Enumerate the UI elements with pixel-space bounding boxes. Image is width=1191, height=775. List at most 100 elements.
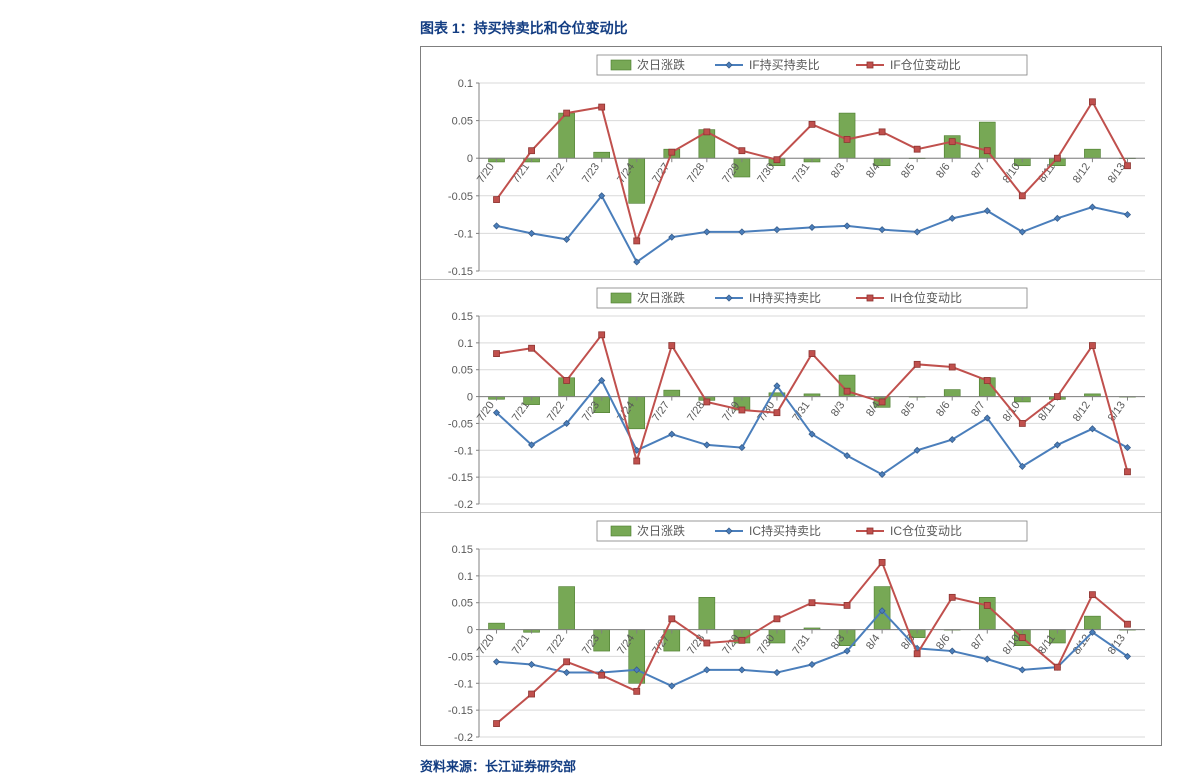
ytick-label: 0.05	[452, 598, 473, 610]
xtick-label: 7/31	[790, 632, 812, 656]
marker-red	[984, 377, 990, 383]
marker-red	[984, 602, 990, 608]
bar-IC	[1084, 616, 1100, 629]
xtick-label: 7/20	[475, 632, 497, 656]
legend-label-red: IH仓位变动比	[890, 290, 962, 305]
marker-red	[1054, 664, 1060, 670]
marker-blue	[1089, 204, 1095, 210]
marker-red	[844, 388, 850, 394]
marker-red	[809, 600, 815, 606]
marker-red	[879, 129, 885, 135]
ytick-label: 0.05	[452, 365, 473, 377]
panel-IH: -0.2-0.15-0.1-0.0500.050.10.157/207/217/…	[421, 279, 1161, 512]
marker-red	[634, 688, 640, 694]
ytick-label: 0	[467, 392, 473, 404]
xtick-label: 7/22	[545, 399, 567, 423]
marker-blue	[809, 661, 815, 667]
bar-IF	[839, 113, 855, 158]
figure-title: 图表 1：持买持卖比和仓位变动比	[420, 18, 1162, 38]
ytick-label: -0.1	[454, 445, 473, 457]
marker-red	[1089, 99, 1095, 105]
xtick-label: 7/28	[685, 161, 707, 185]
xtick-label: 7/21	[510, 632, 532, 656]
marker-blue	[1124, 212, 1130, 218]
ytick-label: 0.15	[452, 544, 473, 556]
ytick-label: 0.05	[452, 116, 473, 128]
marker-red	[634, 458, 640, 464]
figure-container: 图表 1：持买持卖比和仓位变动比 -0.15 -0.1 -0.05 0 0.05 0.1 7…	[420, 18, 1162, 775]
ytick-label: -0.1	[454, 678, 473, 690]
legend-label-red: IC仓位变动比	[890, 523, 962, 538]
marker-blue	[704, 667, 710, 673]
panel-IC: -0.2-0.15-0.1-0.0500.050.10.157/207/217/…	[421, 512, 1161, 745]
marker-blue	[739, 667, 745, 673]
xtick-label: 7/27	[650, 161, 672, 185]
bar-IC	[489, 623, 505, 629]
legend-swatch-bar	[611, 293, 631, 303]
xtick-label: 7/23	[580, 161, 602, 185]
marker-red	[1019, 635, 1025, 641]
marker-red	[844, 136, 850, 142]
legend-label-bar: 次日涨跌	[637, 523, 685, 538]
marker-red	[1019, 420, 1025, 426]
marker-blue	[809, 224, 815, 230]
marker-blue	[984, 656, 990, 662]
marker-red	[1124, 621, 1130, 627]
marker-red	[774, 616, 780, 622]
xtick-label: 8/5	[899, 399, 918, 418]
ytick-label: -0.15	[448, 266, 473, 278]
xtick-label: 7/22	[545, 632, 567, 656]
marker-blue	[494, 223, 500, 229]
panel-IF: -0.15-0.1-0.0500.050.17/207/217/227/237/…	[421, 47, 1161, 279]
marker-blue	[774, 227, 780, 233]
ytick-label: 0.1	[458, 78, 473, 90]
marker-blue	[774, 670, 780, 676]
marker-red	[599, 672, 605, 678]
marker-red	[704, 399, 710, 405]
marker-red	[599, 332, 605, 338]
marker-red	[669, 343, 675, 349]
chart-IF: -0.15-0.1-0.0500.050.17/207/217/227/237/…	[421, 47, 1161, 279]
xtick-label: 8/5	[899, 161, 918, 180]
marker-red	[739, 637, 745, 643]
marker-red	[809, 351, 815, 357]
xtick-label: 8/7	[969, 399, 988, 418]
xtick-label: 7/20	[475, 399, 497, 423]
marker-red	[529, 345, 535, 351]
marker-red	[529, 148, 535, 154]
marker-red	[774, 410, 780, 416]
marker-red	[669, 616, 675, 622]
ytick-label: -0.05	[448, 651, 473, 663]
marker-red	[1019, 193, 1025, 199]
bar-IC	[699, 597, 715, 629]
marker-red	[1054, 155, 1060, 161]
ytick-label: -0.05	[448, 191, 473, 203]
marker-red	[739, 407, 745, 413]
ytick-label: -0.05	[448, 418, 473, 430]
bar-IH	[664, 390, 680, 396]
legend-label-blue: IC持买持卖比	[749, 523, 821, 538]
xtick-label: 7/22	[545, 161, 567, 185]
bar-IF	[594, 152, 610, 158]
marker-blue	[1019, 667, 1025, 673]
legend-swatch-bar	[611, 526, 631, 536]
legend-label-blue: IH持买持卖比	[749, 290, 821, 305]
chart-panels: -0.15 -0.1 -0.05 0 0.05 0.1 7/20 7/21 7/22 7/23 7/…	[420, 46, 1162, 746]
marker-blue	[669, 683, 675, 689]
marker-red	[949, 364, 955, 370]
marker-red	[494, 721, 500, 727]
marker-red	[1089, 592, 1095, 598]
source-text: 资料来源：长江证券研究部	[420, 756, 1162, 775]
marker-blue	[564, 670, 570, 676]
marker-red	[564, 377, 570, 383]
xtick-label: 8/3	[829, 399, 848, 418]
marker-red	[1054, 394, 1060, 400]
marker-red	[704, 129, 710, 135]
marker-blue	[739, 229, 745, 235]
marker-red	[949, 139, 955, 145]
marker-red	[844, 602, 850, 608]
marker-red	[494, 351, 500, 357]
xtick-label: 8/4	[864, 632, 883, 651]
marker-blue	[529, 230, 535, 236]
marker-red	[704, 640, 710, 646]
